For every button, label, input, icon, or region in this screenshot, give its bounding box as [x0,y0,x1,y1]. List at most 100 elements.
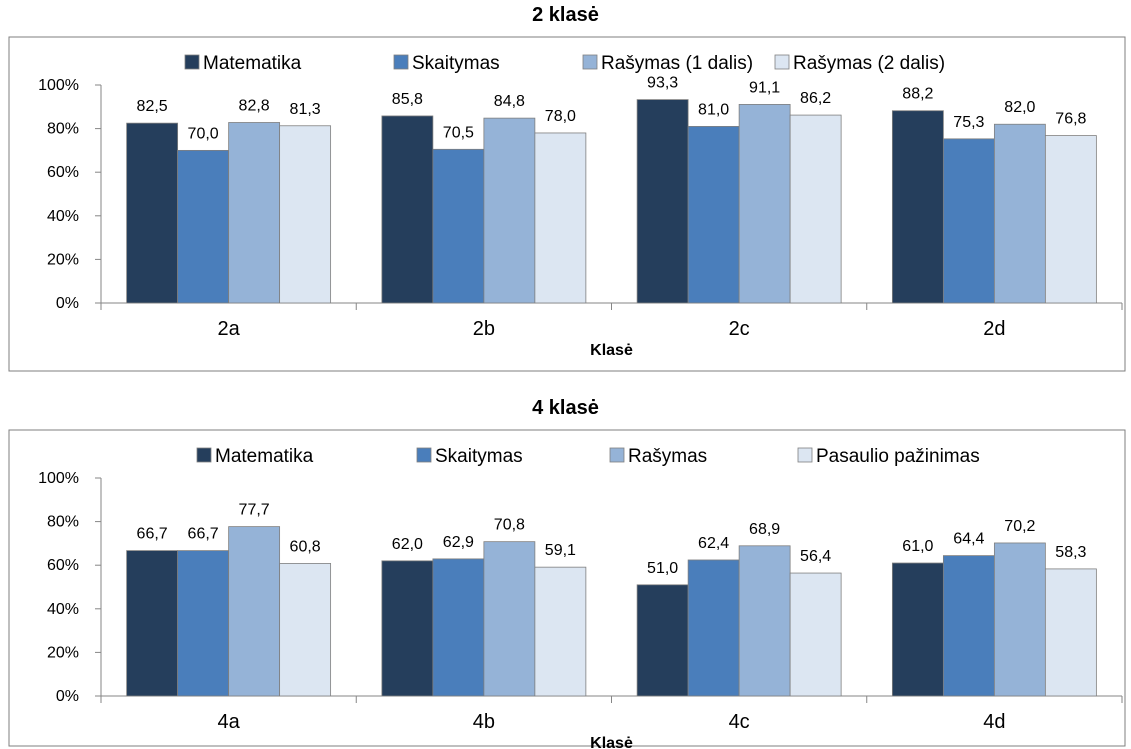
y-tick-label: 100% [38,77,79,94]
bar [687,559,740,697]
bar [993,123,1046,304]
chart-svg: 0% 20% 40% 60% 80% 100% 66,7 66,7 77,7 60,8 4a 62,0… [8,429,1126,749]
legend-swatch [582,54,598,70]
data-label: 62,0 [392,536,423,553]
legend-swatch [797,447,813,463]
data-label: 76,8 [1055,111,1086,128]
data-label: 56,4 [800,548,831,565]
data-label: 81,0 [698,101,729,118]
bar [228,526,281,697]
data-label: 66,7 [137,526,168,543]
data-label: 61,0 [902,538,933,555]
chart-4-klase: 4 klasė 0% 20% 40% 60% 80% 100% 66,7 66,7 77,7 60… [0,393,1131,749]
bar [279,125,332,304]
x-tick-label: 2d [983,318,1005,340]
legend-swatch [184,54,200,70]
x-tick-label: 2a [218,318,241,340]
x-axis-title: Klasė [590,342,633,359]
x-tick-label: 4d [983,711,1005,733]
legend-label: Rašymas (2 dalis) [793,53,945,74]
y-tick-label: 20% [47,644,79,661]
data-label: 64,4 [953,531,984,548]
bar [483,541,536,697]
x-axis-title: Klasė [590,735,633,749]
y-tick-label: 60% [47,164,79,181]
data-label: 59,1 [545,542,576,559]
data-label: 91,1 [749,79,780,96]
bar [636,584,689,697]
chart-title: 2 klasė [532,4,599,26]
data-label: 82,5 [137,98,168,115]
bar [228,122,281,304]
chart-2-klase: 2 klasė 0% 20% 40% 60% 80% 100% 82,5 70,0 82,8 81… [8,4,1126,372]
y-tick-label: 40% [47,208,79,225]
data-label: 77,7 [239,502,270,519]
bar [126,122,179,304]
bar [942,138,995,304]
data-label: 70,5 [443,124,474,141]
y-tick-label: 0% [56,295,79,312]
bar [432,558,485,697]
bar [636,99,689,304]
data-label: 62,9 [443,534,474,551]
data-label: 85,8 [392,91,423,108]
legend-label: Pasaulio pažinimas [816,446,980,467]
data-label: 70,2 [1004,518,1035,535]
data-label: 70,0 [188,125,219,142]
bar [381,115,434,304]
data-label: 88,2 [902,86,933,103]
data-label: 75,3 [953,114,984,131]
y-tick-label: 0% [56,688,79,705]
bar [432,148,485,304]
legend-label: Rašymas (1 dalis) [601,53,753,74]
legend-swatch [196,447,212,463]
legend-label: Rašymas [628,446,707,467]
y-tick-label: 80% [47,121,79,138]
bar [789,114,842,304]
bar [738,104,791,304]
bar [279,563,332,697]
bar [534,566,587,697]
x-tick-label: 2c [729,318,750,340]
bar [534,132,587,304]
bar [891,110,944,304]
data-label: 70,8 [494,517,525,534]
bar [687,126,740,304]
bar [891,562,944,697]
chart-title: 4 klasė [532,397,599,419]
data-label: 66,7 [188,526,219,543]
y-tick-label: 100% [38,470,79,487]
legend-swatch [774,54,790,70]
chart-frame [8,36,1126,372]
chart-svg: 0% 20% 40% 60% 80% 100% 82,5 70,0 82,8 81,3 2a 85,8… [8,36,1126,372]
bar [789,572,842,697]
data-label: 93,3 [647,75,678,92]
bar [942,555,995,697]
legend-swatch [416,447,432,463]
data-label: 60,8 [290,538,321,555]
data-label: 82,0 [1004,99,1035,116]
bar [381,560,434,697]
data-label: 51,0 [647,560,678,577]
data-label: 82,8 [239,97,270,114]
legend-swatch [393,54,409,70]
bar [1044,568,1097,697]
bar [1044,135,1097,304]
data-label: 78,0 [545,108,576,125]
legend-label: Matematika [203,53,302,74]
legend-label: Skaitymas [435,446,523,467]
data-label: 81,3 [290,101,321,118]
x-tick-label: 4b [473,711,495,733]
bar [738,545,791,697]
legend-swatch [609,447,625,463]
x-tick-label: 4c [729,711,750,733]
data-label: 68,9 [749,521,780,538]
bar [177,550,230,697]
legend-label: Skaitymas [412,53,500,74]
y-tick-label: 20% [47,251,79,268]
data-label: 84,8 [494,93,525,110]
legend-label: Matematika [215,446,314,467]
data-label: 86,2 [800,90,831,107]
bar [177,149,230,304]
data-label: 58,3 [1055,544,1086,561]
